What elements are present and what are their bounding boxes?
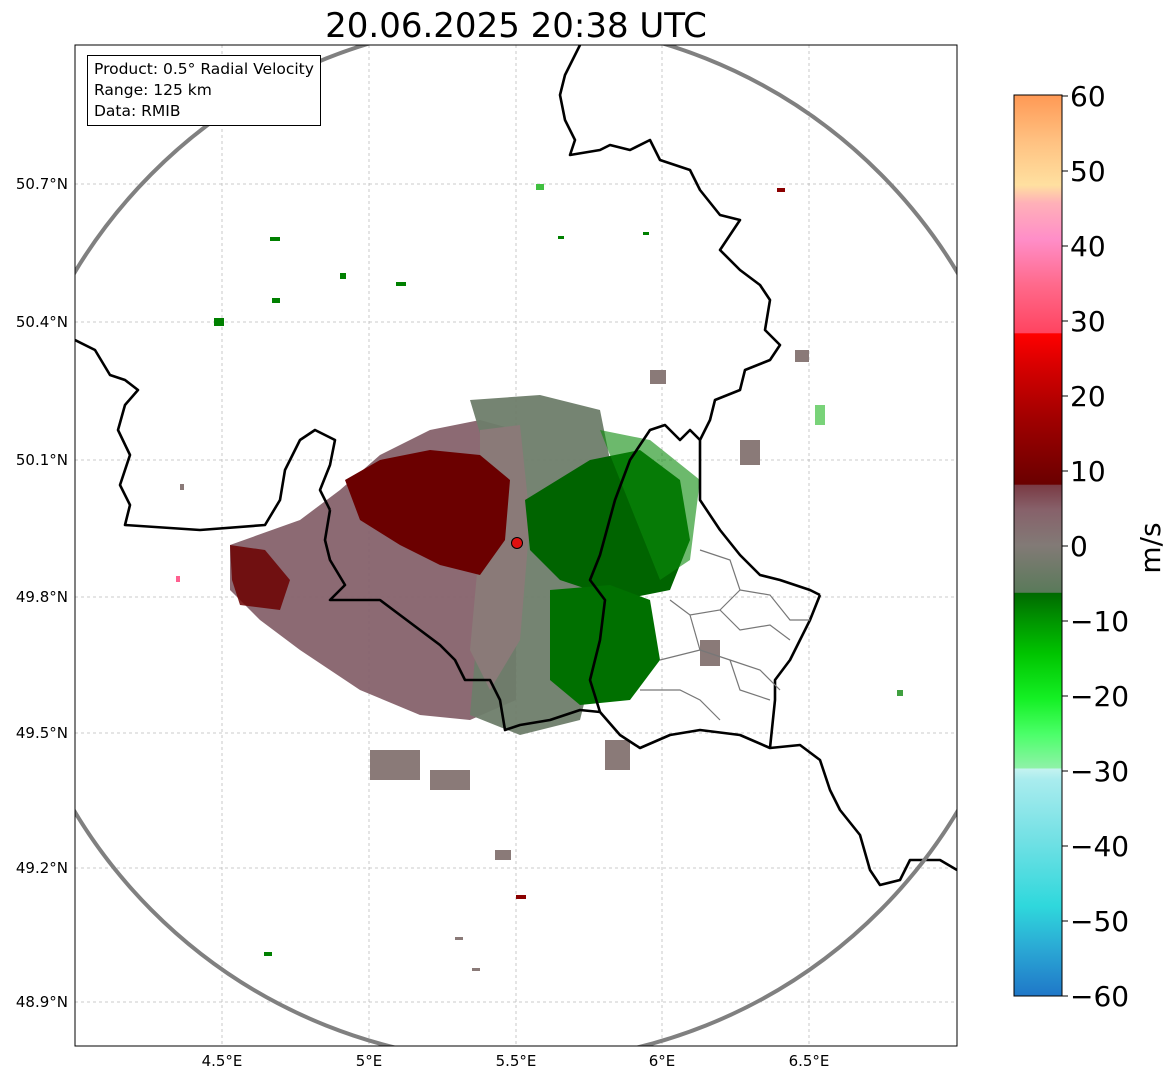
colorbar-tick-label: 30 (1070, 305, 1106, 338)
colorbar-tick-label: 20 (1070, 380, 1106, 413)
info-product: Product: 0.5° Radial Velocity (94, 60, 314, 78)
y-tick-label: 49.2°N (16, 859, 68, 877)
y-tick-label: 50.7°N (16, 175, 68, 193)
colorbar: 60 50 40 30 20 10 0 −10 −20 −30 −40 −50 −60 m/s (1013, 80, 1167, 1013)
x-tick-label: 6.5°E (789, 1052, 830, 1070)
colorbar-tick-label: −10 (1070, 605, 1129, 638)
x-axis: 4.5°E 5°E 5.5°E 6°E 6.5°E (202, 1052, 830, 1070)
colorbar-tick-label: −50 (1070, 905, 1129, 938)
y-tick-label: 49.8°N (16, 588, 68, 606)
colorbar-tick-label: −40 (1070, 830, 1129, 863)
info-box: Product: 0.5° Radial Velocity Range: 125… (87, 55, 321, 126)
info-data-source: Data: RMIB (94, 102, 181, 120)
info-range: Range: 125 km (94, 81, 212, 99)
y-axis: 50.7°N 50.4°N 50.1°N 49.8°N 49.5°N 49.2°… (16, 175, 68, 1011)
colorbar-tick-label: 50 (1070, 155, 1106, 188)
x-tick-label: 6°E (649, 1052, 676, 1070)
plot-frame (74, 44, 958, 1047)
colorbar-tick-label: −20 (1070, 680, 1129, 713)
map-title: 20.06.2025 20:38 UTC (325, 6, 707, 46)
x-tick-label: 4.5°E (202, 1052, 243, 1070)
colorbar-tick-label: 10 (1070, 455, 1106, 488)
radar-site-marker[interactable] (511, 537, 523, 549)
colorbar-unit: m/s (1134, 522, 1167, 573)
x-tick-label: 5.5°E (496, 1052, 537, 1070)
canton-borders (640, 549, 810, 721)
colorbar-tick-label: −60 (1070, 980, 1129, 1013)
y-tick-label: 50.4°N (16, 313, 68, 331)
x-tick-label: 5°E (356, 1052, 383, 1070)
y-tick-label: 50.1°N (16, 451, 68, 469)
radar-echoes (176, 184, 903, 971)
colorbar-tick-label: −30 (1070, 755, 1129, 788)
country-borders (75, 45, 957, 887)
y-tick-label: 48.9°N (16, 993, 68, 1011)
colorbar-scale (1013, 94, 1063, 997)
y-tick-label: 49.5°N (16, 724, 68, 742)
colorbar-tick-label: 0 (1070, 530, 1088, 563)
colorbar-tick-label: 40 (1070, 230, 1106, 263)
colorbar-tick-label: 60 (1070, 80, 1106, 113)
